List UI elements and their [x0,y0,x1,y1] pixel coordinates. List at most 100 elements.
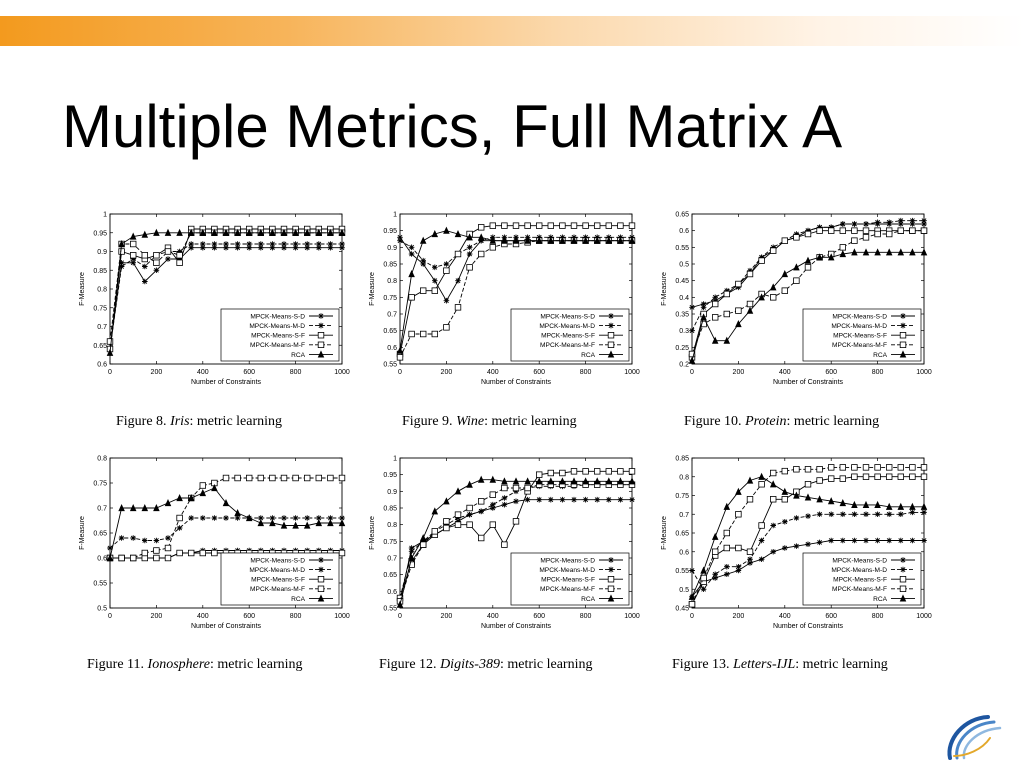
x-tick-label: 0 [398,369,402,376]
y-tick-label: 0.65 [383,328,397,335]
data-point [827,227,835,234]
data-point [724,563,730,570]
y-tick-label: 0.55 [383,606,397,613]
x-tick-label: 1000 [916,613,932,620]
series-mpck-means-s-d [689,537,927,600]
data-point [245,474,253,482]
data-point [851,227,858,234]
legend-marker [607,332,615,339]
data-point [257,518,265,527]
data-point [443,226,450,234]
data-point [176,514,183,522]
data-point [804,481,812,488]
data-point [828,224,834,231]
data-point [176,525,183,531]
data-point [176,549,183,557]
data-point [130,256,136,262]
series-line [691,466,924,605]
data-point [758,522,765,529]
data-point [851,500,858,508]
data-point [211,549,218,557]
data-point [513,488,519,495]
data-point [408,244,415,251]
data-point [106,338,114,345]
data-point [559,477,566,485]
y-tick-label: 0.65 [383,572,397,579]
y-tick-label: 0.9 [387,245,397,252]
data-point [397,234,403,241]
data-point [593,468,601,475]
x-tick-label: 800 [872,613,884,620]
data-point [828,537,834,544]
data-point [897,227,904,234]
data-point [524,222,531,229]
data-point [593,236,601,244]
data-point [724,571,730,578]
y-tick-label: 0.65 [93,531,107,538]
data-point [617,236,624,244]
data-point [723,310,730,318]
data-point [746,306,754,314]
y-tick-label: 0.75 [93,481,107,488]
legend-label: RCA [581,596,596,603]
x-tick-label: 0 [398,613,402,620]
data-point [153,537,160,544]
data-point [781,287,788,294]
legend-marker [317,341,325,348]
y-tick-label: 0.85 [383,506,397,513]
data-point [628,477,636,485]
data-point [524,477,531,485]
chart-letters: 0.45 0.5 0.55 0.6 0.65 0.7 0.75 0.8 0.85 0 200 400 6… [661,456,932,631]
data-point [793,515,800,521]
data-point [816,511,823,518]
x-tick-label: 800 [290,369,302,376]
y-tick-label: 0.65 [675,531,689,538]
data-point [466,251,473,257]
data-point [839,498,847,507]
y-tick-label: 0.75 [93,305,107,312]
data-point [921,221,927,227]
data-point [338,474,346,482]
data-point [164,228,172,236]
data-point [547,477,555,485]
data-point [281,244,287,251]
data-point [327,228,334,236]
data-point [909,464,916,471]
y-tick-label: 0.8 [97,456,107,463]
caption-letters: Figure 13. Letters-IJL: metric learning [672,657,888,672]
data-point [724,287,730,294]
data-point [164,544,172,552]
data-point [770,244,776,251]
data-point [582,222,589,229]
y-tick-label: 0.6 [387,345,397,352]
data-point [874,248,881,256]
data-point [862,227,870,234]
series-mpck-means-m-d [107,241,345,352]
data-point [851,473,858,480]
chart-wine: 0.55 0.6 0.65 0.7 0.75 0.8 0.85 0.9 0.95 1 0 200 400… [369,212,640,387]
data-point [593,477,601,485]
x-tick-label: 400 [779,613,791,620]
x-tick-label: 0 [690,613,694,620]
data-point [466,504,473,512]
data-point [513,498,519,505]
data-point [188,515,194,521]
data-point [770,294,777,301]
data-point [700,320,707,328]
legend-marker [900,557,906,563]
data-point [501,222,508,229]
data-point [292,244,299,251]
data-point [187,228,195,236]
y-tick-label: 0.3 [679,328,689,335]
data-point [689,567,695,574]
data-point [280,228,288,236]
data-point [559,222,566,229]
data-point [839,227,846,234]
data-point [874,537,881,544]
data-point [770,522,776,529]
data-point [582,477,589,485]
data-point [211,244,218,251]
data-point [489,244,496,251]
series-rca [688,248,928,364]
x-tick-label: 800 [580,613,592,620]
